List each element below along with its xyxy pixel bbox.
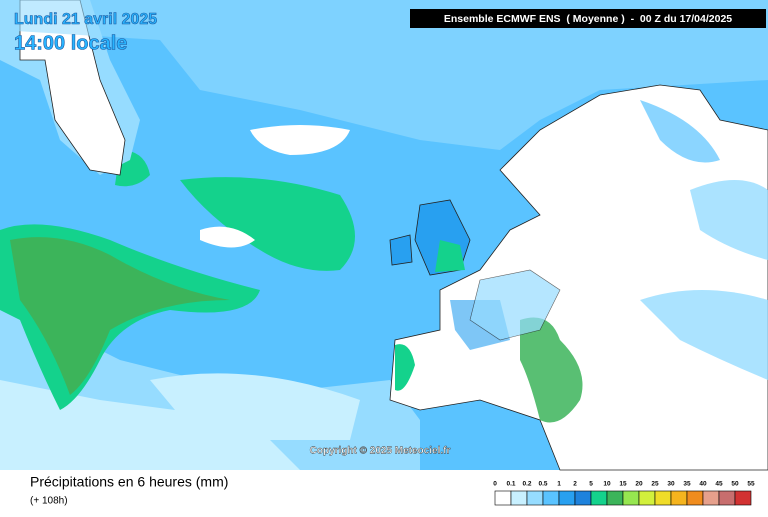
legend-level: 15 (619, 481, 627, 488)
legend-swatch (606, 490, 624, 506)
legend-swatch (670, 490, 688, 506)
legend-swatch (734, 490, 752, 506)
map (0, 0, 768, 471)
legend: 0 0.1 0.2 0.5 1 2 5 10 15 20 25 30 35 40 45 50 55 (493, 481, 755, 506)
forecast-time: 14:00 locale (14, 32, 127, 54)
legend-level: 30 (667, 481, 675, 488)
legend-level: 0 (493, 481, 497, 488)
footer-title: Précipitations en 6 heures (mm) (30, 474, 228, 490)
legend-level: 45 (715, 481, 723, 488)
legend-swatch (702, 490, 720, 506)
legend-level: 5 (589, 481, 593, 488)
legend-level: 50 (731, 481, 739, 488)
legend-level: 10 (603, 481, 611, 488)
legend-level: 55 (747, 481, 755, 488)
legend-swatch (590, 490, 608, 506)
legend-level: 35 (683, 481, 691, 488)
legend-swatch (526, 490, 544, 506)
footer-subtitle: (+ 108h) (30, 496, 68, 507)
run-info: Ensemble ECMWF ENS ( Moyenne ) - 00 Z du… (444, 13, 732, 25)
legend-swatch (542, 490, 560, 506)
forecast-date: Lundi 21 avril 2025 (14, 11, 157, 28)
legend-swatch (718, 490, 736, 506)
legend-swatch (494, 490, 512, 506)
legend-level: 0.5 (538, 481, 547, 488)
legend-level: 0.1 (506, 481, 515, 488)
legend-swatch (686, 490, 704, 506)
legend-swatch (638, 490, 656, 506)
legend-swatch (574, 490, 592, 506)
legend-level: 0.2 (522, 481, 531, 488)
legend-level: 40 (699, 481, 707, 488)
run-banner (410, 9, 766, 28)
legend-swatch (654, 490, 672, 506)
legend-level: 20 (635, 481, 643, 488)
copyright: Copyright © 2025 Meteociel.fr (310, 446, 451, 457)
legend-swatch (510, 490, 528, 506)
legend-level: 25 (651, 481, 659, 488)
legend-level: 1 (557, 481, 561, 488)
legend-level: 2 (573, 481, 577, 488)
legend-swatch (558, 490, 576, 506)
legend-swatch (622, 490, 640, 506)
